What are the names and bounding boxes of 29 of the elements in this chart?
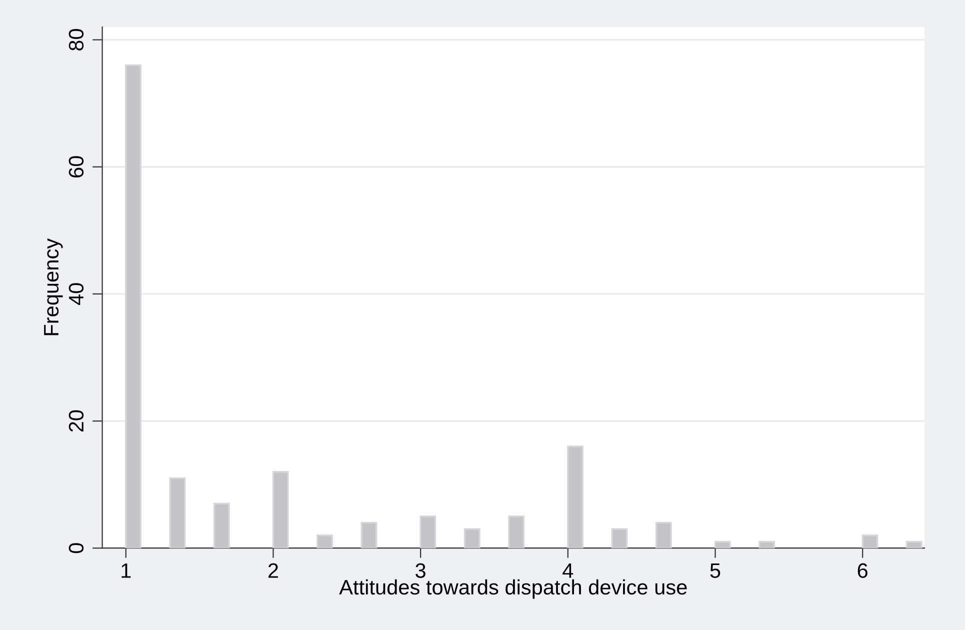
x-tick-label: 3 [416, 563, 426, 578]
y-tick-label: 0 [68, 543, 84, 554]
bar [169, 477, 186, 548]
x-tick-label: 1 [122, 563, 131, 578]
y-axis-title: Frequency [44, 238, 63, 336]
bar [655, 522, 672, 548]
bar [862, 534, 878, 548]
bar [567, 446, 584, 548]
bar [611, 528, 628, 548]
bar [360, 522, 378, 548]
x-tick-label: 5 [710, 563, 720, 578]
x-axis-title: Attitudes towards dispatch device use [339, 579, 687, 599]
x-tick-label: 2 [268, 563, 278, 578]
bar [508, 515, 525, 548]
bar [316, 534, 333, 548]
bar [125, 64, 142, 548]
bar [213, 502, 230, 548]
bar [420, 515, 436, 548]
bar [464, 528, 480, 548]
bar [272, 471, 289, 548]
y-tick-label: 80 [68, 29, 84, 50]
y-tick-label: 40 [68, 283, 84, 306]
bar [714, 540, 731, 548]
x-tick-label: 6 [858, 563, 868, 578]
bar [758, 540, 776, 548]
y-tick-label: 60 [68, 156, 84, 178]
y-tick-label: 20 [68, 410, 84, 432]
x-tick-label: 4 [562, 563, 574, 578]
bar [906, 540, 922, 548]
